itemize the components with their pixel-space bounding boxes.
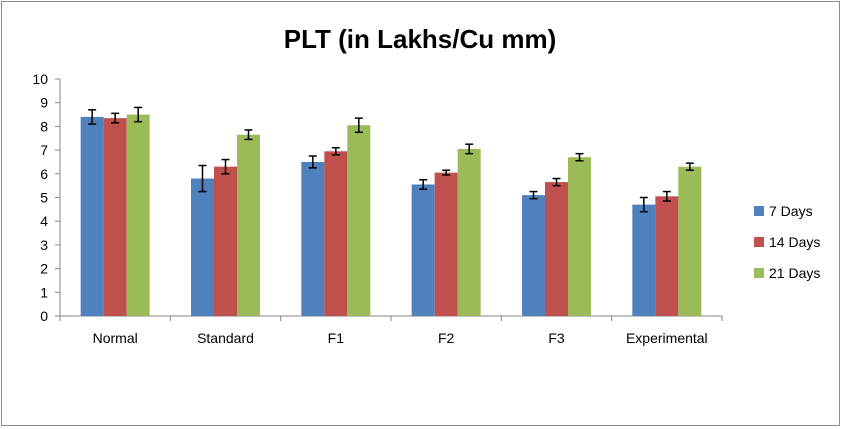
- bar: [632, 204, 656, 316]
- legend-swatch: [754, 206, 764, 216]
- y-tick-label: 3: [40, 237, 48, 253]
- legend: 7 Days 14 Days 21 Days: [754, 203, 820, 281]
- bar: [126, 114, 150, 316]
- bar: [191, 178, 214, 316]
- bar: [655, 196, 679, 316]
- y-tick-label: 10: [32, 71, 48, 87]
- bar: [434, 172, 458, 316]
- bar: [678, 166, 702, 316]
- legend-swatch: [754, 237, 764, 247]
- bar: [457, 148, 481, 316]
- bar: [214, 166, 237, 316]
- bar: [324, 151, 348, 316]
- bar: [80, 116, 104, 316]
- bar: [522, 195, 545, 316]
- y-tick-label: 5: [40, 190, 48, 206]
- x-tick-label: Normal: [93, 330, 138, 346]
- legend-swatch: [754, 268, 764, 278]
- x-tick-label: F1: [328, 330, 345, 346]
- legend-label: 14 Days: [769, 234, 820, 250]
- error-bars: [88, 106, 694, 213]
- bar: [411, 184, 435, 316]
- axes: 0 1 2 3 4 5 6 7 8 9 10 Normal Standard F1 F2 F3 Experime…: [32, 71, 723, 346]
- y-tick-label: 2: [40, 261, 48, 277]
- legend-label: 7 Days: [769, 203, 813, 219]
- x-tick-label: F2: [438, 330, 455, 346]
- x-tick-label: F3: [548, 330, 565, 346]
- chart-title: PLT (in Lakhs/Cu mm): [284, 24, 557, 54]
- y-tick-label: 0: [40, 308, 48, 324]
- bars: [80, 114, 702, 316]
- bar: [347, 125, 371, 316]
- y-tick-label: 6: [40, 166, 48, 182]
- bar: [301, 161, 325, 316]
- bar: [237, 134, 260, 316]
- x-tick-label: Experimental: [626, 330, 708, 346]
- x-tick-label: Standard: [197, 330, 254, 346]
- y-tick-label: 4: [40, 213, 48, 229]
- bar: [568, 157, 591, 316]
- y-tick-label: 1: [40, 284, 48, 300]
- y-tick-label: 7: [40, 142, 48, 158]
- legend-label: 21 Days: [769, 265, 820, 281]
- y-tick-label: 8: [40, 118, 48, 134]
- y-tick-label: 9: [40, 95, 48, 111]
- bar: [545, 182, 568, 316]
- bar: [103, 118, 127, 316]
